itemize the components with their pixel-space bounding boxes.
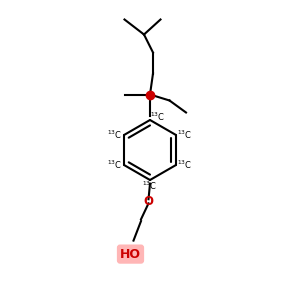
Text: HO: HO: [120, 248, 141, 261]
Text: $^{13}$C: $^{13}$C: [107, 129, 122, 141]
Text: $^{13}$C: $^{13}$C: [142, 180, 158, 192]
Text: $^{13}$C: $^{13}$C: [177, 159, 192, 171]
Text: $^{13}$C: $^{13}$C: [107, 159, 122, 171]
Text: $^{13}$C: $^{13}$C: [150, 110, 165, 123]
Text: O: O: [143, 195, 154, 208]
Text: $^{13}$C: $^{13}$C: [177, 129, 192, 141]
